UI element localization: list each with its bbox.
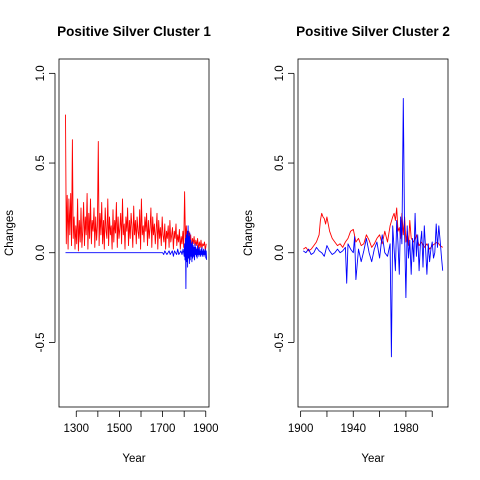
series-line-red [303, 207, 443, 252]
x-axis: 1900 1940 1980 [288, 410, 433, 435]
plot-box [58, 58, 210, 408]
y-tick-label: 0.0 [274, 245, 286, 261]
series-layer [65, 114, 208, 290]
x-tick-label: 1700 [150, 423, 176, 435]
series-layer [303, 98, 444, 358]
x-tick-label: 1300 [63, 423, 89, 435]
y-tick-label: -0.5 [35, 333, 47, 353]
x-tick-label: 1940 [340, 423, 366, 435]
y-axis-label: Changes [243, 210, 255, 256]
series-line-blue [303, 98, 444, 358]
x-axis-label: Year [361, 453, 384, 465]
chart-panel-1: Positive Silver Cluster 1 1300 1500 1700 19… [4, 24, 219, 465]
y-axis-label: Changes [4, 210, 16, 256]
x-tick-label: 1900 [288, 423, 314, 435]
y-tick-label: 1.0 [274, 65, 286, 81]
x-axis: 1300 1500 1700 1900 [63, 410, 219, 435]
x-axis-label: Year [122, 453, 145, 465]
y-tick-label: 0.5 [35, 155, 47, 171]
y-tick-label: 0.0 [35, 245, 47, 261]
y-tick-label: -0.5 [274, 333, 286, 353]
chart-title: Positive Silver Cluster 1 [57, 24, 211, 39]
x-tick-label: 1980 [393, 423, 419, 435]
y-axis: -0.5 0.0 0.5 1.0 [274, 65, 295, 353]
series-line-blue [65, 225, 208, 290]
series-line-red [65, 114, 207, 252]
x-tick-label: 1500 [107, 423, 133, 435]
chart-panel-2: Positive Silver Cluster 2 1900 1940 1980 -… [243, 24, 450, 465]
y-axis: -0.5 0.0 0.5 1.0 [35, 65, 56, 353]
y-tick-label: 0.5 [274, 155, 286, 171]
y-tick-label: 1.0 [35, 65, 47, 81]
x-tick-label: 1900 [193, 423, 219, 435]
chart-title: Positive Silver Cluster 2 [296, 24, 450, 39]
plot-box [297, 58, 449, 408]
